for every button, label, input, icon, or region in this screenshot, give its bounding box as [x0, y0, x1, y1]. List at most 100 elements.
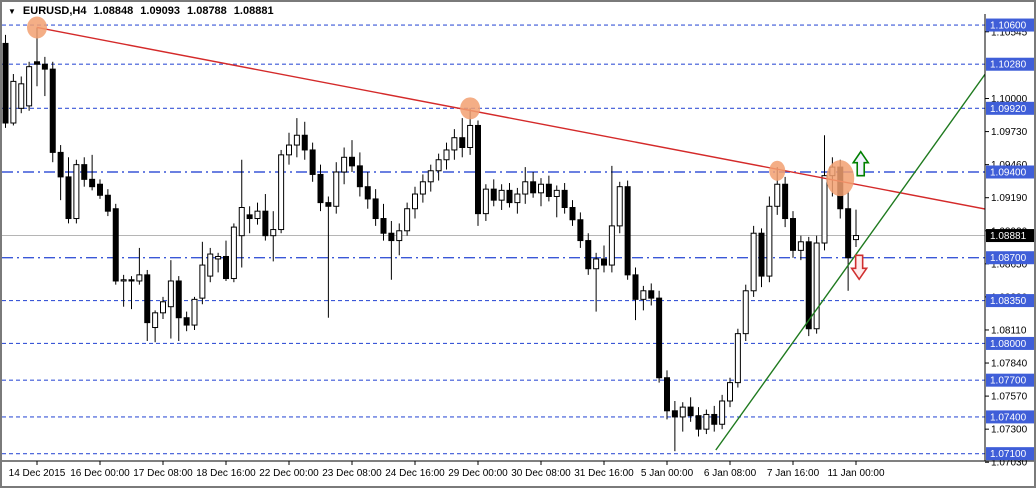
- candle[interactable]: [49, 61, 56, 163]
- candle[interactable]: [656, 290, 663, 383]
- candle[interactable]: [325, 196, 332, 318]
- candle[interactable]: [278, 149, 285, 234]
- candle[interactable]: [317, 164, 324, 212]
- touch-point-marker[interactable]: [826, 160, 855, 197]
- candle[interactable]: [341, 147, 348, 185]
- candle[interactable]: [545, 175, 552, 202]
- candle[interactable]: [577, 212, 584, 248]
- candle[interactable]: [152, 310, 159, 343]
- candle[interactable]: [569, 200, 576, 226]
- candle[interactable]: [608, 165, 615, 273]
- candle[interactable]: [136, 247, 143, 285]
- candle[interactable]: [703, 409, 710, 435]
- touch-point-marker[interactable]: [460, 97, 481, 120]
- candle[interactable]: [419, 174, 426, 203]
- candle[interactable]: [301, 121, 308, 160]
- price-axis[interactable]: 1.105451.100001.097301.094601.091901.089…: [985, 18, 1034, 469]
- candle[interactable]: [790, 211, 796, 258]
- candle[interactable]: [215, 252, 222, 273]
- candle[interactable]: [144, 269, 151, 341]
- candle[interactable]: [412, 186, 418, 219]
- candle[interactable]: [128, 276, 135, 310]
- candle[interactable]: [10, 74, 17, 126]
- candle[interactable]: [664, 370, 670, 420]
- candle[interactable]: [364, 171, 371, 209]
- candle[interactable]: [530, 171, 537, 198]
- candle[interactable]: [821, 135, 828, 251]
- candle[interactable]: [65, 157, 72, 224]
- candle[interactable]: [475, 120, 481, 226]
- candle[interactable]: [553, 185, 560, 218]
- candle[interactable]: [18, 76, 25, 114]
- candle[interactable]: [73, 159, 80, 224]
- candle[interactable]: [396, 223, 403, 256]
- candle[interactable]: [427, 164, 434, 192]
- candle[interactable]: [482, 184, 489, 221]
- candle[interactable]: [671, 400, 678, 452]
- candle[interactable]: [711, 405, 718, 432]
- candle[interactable]: [41, 56, 48, 97]
- candle[interactable]: [727, 377, 733, 408]
- candle[interactable]: [695, 407, 702, 437]
- candle[interactable]: [750, 225, 757, 297]
- candle[interactable]: [356, 152, 363, 197]
- candle[interactable]: [199, 241, 206, 305]
- candle[interactable]: [238, 159, 245, 268]
- candle[interactable]: [349, 140, 355, 172]
- candle[interactable]: [81, 157, 88, 187]
- candle[interactable]: [246, 206, 253, 234]
- candle[interactable]: [254, 202, 261, 225]
- up-arrow-annotation[interactable]: [851, 150, 870, 177]
- candle[interactable]: [514, 187, 521, 214]
- down-arrow-annotation[interactable]: [850, 254, 869, 281]
- time-axis[interactable]: 14 Dec 2015 16 Dec 00:00 17 Dec 08:00 18 De…: [9, 461, 885, 479]
- symbol-dropdown-icon[interactable]: ▼: [8, 6, 16, 16]
- candle[interactable]: [183, 311, 190, 332]
- candle[interactable]: [97, 179, 103, 199]
- candle[interactable]: [104, 189, 111, 217]
- candle[interactable]: [522, 167, 529, 204]
- candle[interactable]: [813, 235, 820, 334]
- touch-point-marker[interactable]: [769, 160, 786, 181]
- candle[interactable]: [443, 142, 450, 170]
- candle[interactable]: [632, 267, 639, 321]
- candle[interactable]: [89, 154, 96, 191]
- candle[interactable]: [160, 296, 166, 319]
- candle[interactable]: [120, 274, 127, 307]
- candle[interactable]: [333, 162, 340, 214]
- candle[interactable]: [797, 235, 804, 261]
- candle[interactable]: [585, 233, 592, 275]
- candle[interactable]: [734, 328, 741, 388]
- candle[interactable]: [679, 402, 686, 432]
- candle[interactable]: [404, 202, 411, 236]
- candle[interactable]: [451, 129, 458, 160]
- candle[interactable]: [459, 118, 466, 158]
- candle[interactable]: [388, 220, 395, 280]
- candle[interactable]: [593, 252, 600, 312]
- candle[interactable]: [782, 176, 789, 228]
- candle[interactable]: [262, 194, 269, 241]
- candle[interactable]: [223, 240, 229, 281]
- candle[interactable]: [742, 284, 749, 341]
- candle[interactable]: [167, 260, 174, 339]
- candle[interactable]: [766, 196, 773, 283]
- candle[interactable]: [687, 397, 694, 422]
- candle[interactable]: [648, 283, 655, 306]
- candle[interactable]: [372, 189, 379, 226]
- candle[interactable]: [26, 61, 33, 111]
- candle[interactable]: [853, 209, 859, 247]
- candle[interactable]: [57, 145, 64, 201]
- candle[interactable]: [640, 285, 647, 311]
- candle[interactable]: [309, 142, 316, 182]
- candle[interactable]: [230, 223, 237, 283]
- candle[interactable]: [845, 191, 852, 291]
- candle[interactable]: [207, 247, 214, 283]
- candle[interactable]: [175, 276, 182, 341]
- ascending-support-trendline[interactable]: [715, 64, 992, 451]
- candle[interactable]: [2, 34, 9, 128]
- candle[interactable]: [561, 183, 568, 214]
- candle[interactable]: [435, 153, 442, 181]
- candle[interactable]: [191, 296, 198, 330]
- candle[interactable]: [624, 180, 631, 280]
